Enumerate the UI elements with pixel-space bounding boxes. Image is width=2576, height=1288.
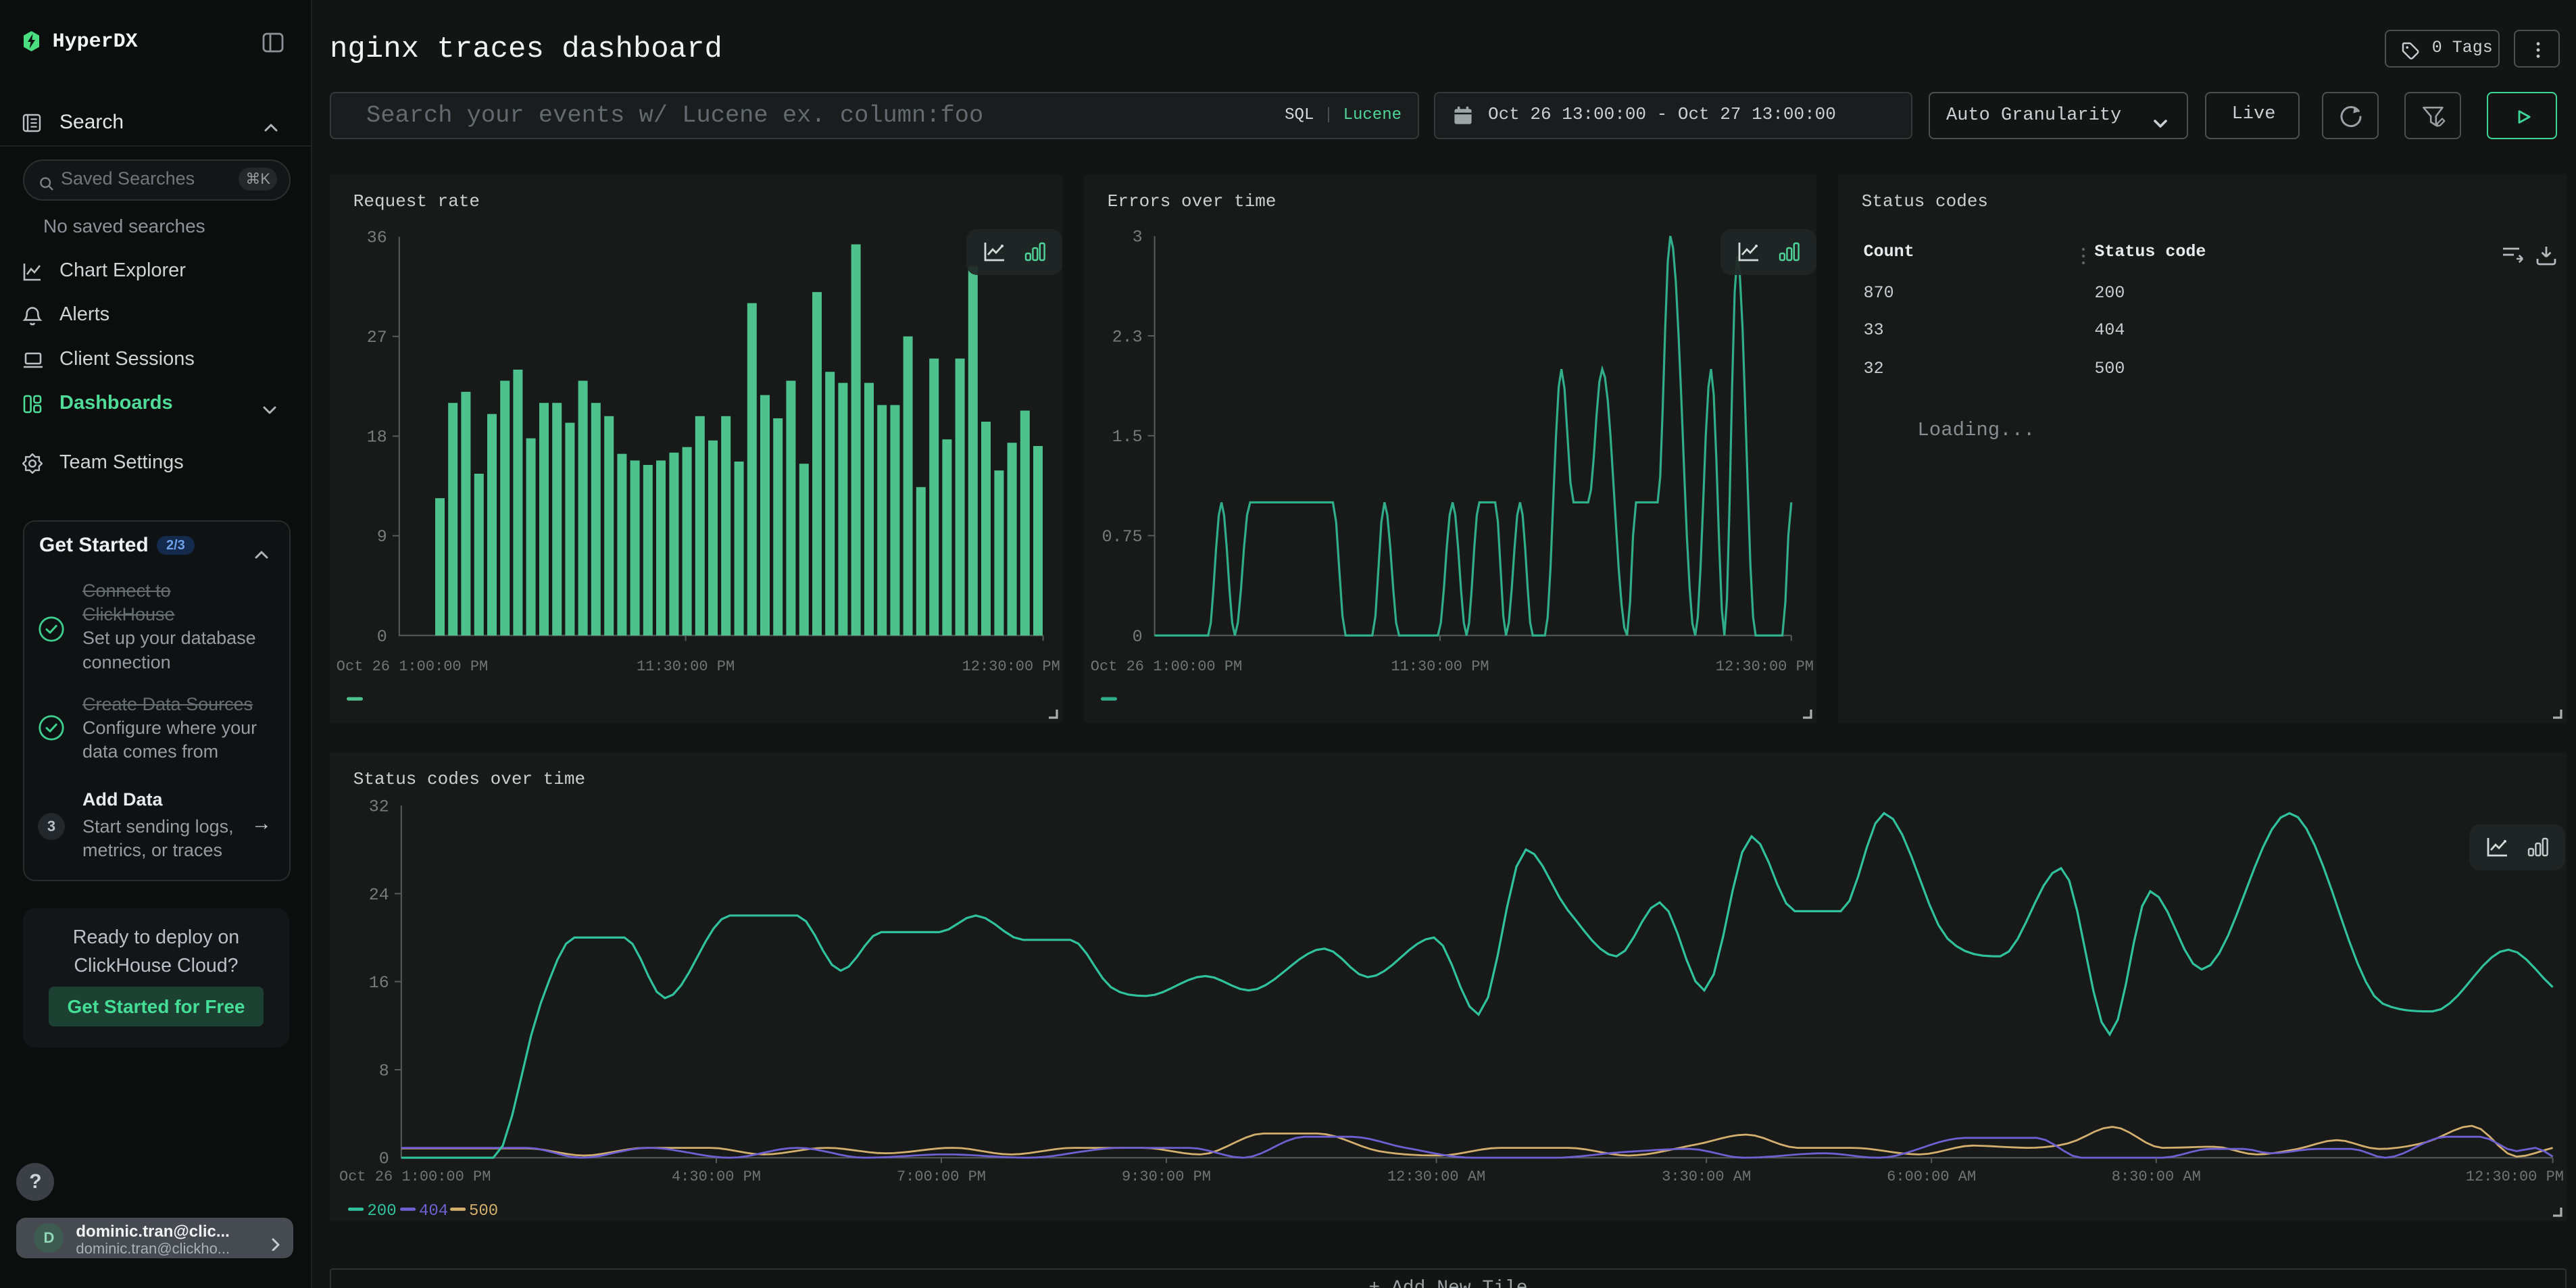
svg-text:27: 27 [367, 328, 387, 347]
svg-text:Oct 26 1:00:00 PM: Oct 26 1:00:00 PM [339, 1168, 491, 1185]
svg-text:1.5: 1.5 [1112, 427, 1143, 447]
svg-text:8:30:00 AM: 8:30:00 AM [2112, 1168, 2201, 1185]
svg-text:11:30:00 PM: 11:30:00 PM [1391, 658, 1489, 675]
svg-text:4:30:00 PM: 4:30:00 PM [672, 1168, 761, 1185]
svg-text:2.3: 2.3 [1112, 327, 1143, 347]
svg-text:Oct 26 1:00:00 PM: Oct 26 1:00:00 PM [1091, 658, 1242, 675]
svg-text:0: 0 [379, 1149, 389, 1169]
svg-text:3:30:00 AM: 3:30:00 AM [1662, 1168, 1751, 1185]
svg-text:0: 0 [377, 627, 387, 647]
svg-text:500: 500 [469, 1202, 498, 1220]
svg-text:18: 18 [367, 428, 387, 447]
svg-text:12:30:00 PM: 12:30:00 PM [962, 658, 1060, 675]
svg-text:9:30:00 PM: 9:30:00 PM [1122, 1168, 1211, 1185]
svg-text:0: 0 [1133, 627, 1143, 647]
svg-text:200: 200 [367, 1202, 396, 1220]
svg-text:Oct 26 1:00:00 PM: Oct 26 1:00:00 PM [337, 658, 488, 675]
svg-text:36: 36 [367, 228, 387, 248]
svg-text:3: 3 [1133, 228, 1143, 247]
svg-text:24: 24 [369, 885, 389, 905]
svg-text:0.75: 0.75 [1102, 527, 1143, 547]
svg-text:12:30:00 PM: 12:30:00 PM [1716, 658, 1814, 675]
svg-text:9: 9 [377, 527, 387, 547]
svg-text:32: 32 [369, 797, 389, 816]
svg-text:7:00:00 PM: 7:00:00 PM [897, 1168, 986, 1185]
svg-text:16: 16 [369, 973, 389, 993]
svg-text:6:00:00 AM: 6:00:00 AM [1887, 1168, 1976, 1185]
svg-text:12:30:00 PM: 12:30:00 PM [2466, 1168, 2564, 1185]
svg-text:8: 8 [379, 1061, 389, 1081]
svg-text:404: 404 [419, 1202, 448, 1220]
svg-text:12:30:00 AM: 12:30:00 AM [1387, 1168, 1485, 1185]
svg-text:11:30:00 PM: 11:30:00 PM [637, 658, 735, 675]
